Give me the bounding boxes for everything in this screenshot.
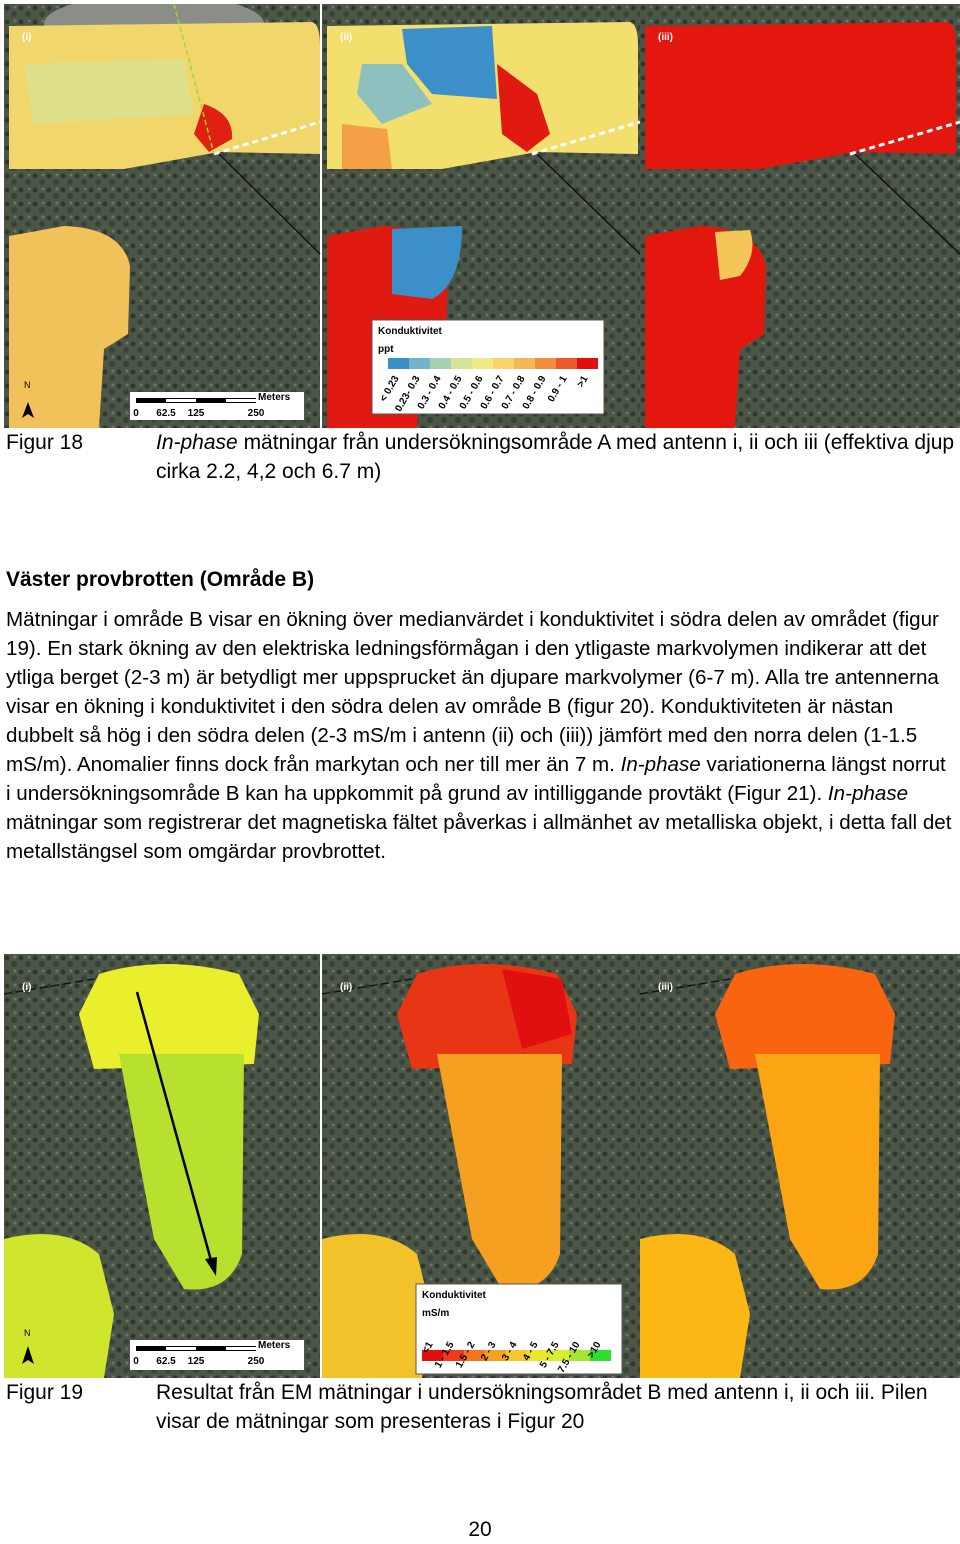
boundary <box>639 978 731 995</box>
legend-swatch <box>493 358 514 369</box>
north-label: N <box>24 380 31 390</box>
scale-label: 62.5 <box>156 1356 176 1367</box>
paragraph: Mätningar i område B visar en ökning öve… <box>6 605 956 866</box>
zone <box>715 230 753 280</box>
line <box>173 4 215 155</box>
scale-box <box>130 1340 304 1370</box>
legend-swatch <box>535 358 556 369</box>
italic-term: In-phase <box>827 782 909 805</box>
panel <box>640 4 960 428</box>
zone <box>402 26 497 99</box>
scale-bar <box>166 1347 196 1350</box>
panel <box>4 954 320 1378</box>
legend-swatch <box>430 358 451 369</box>
scale-label: 0 <box>133 1356 139 1367</box>
legend-swatch <box>464 1350 485 1361</box>
panel-label: (i) <box>22 32 31 43</box>
caption-number: Figur 19 <box>6 1381 84 1404</box>
text: Mätningar i område B visar en ökning öve… <box>6 608 939 776</box>
legend-unit: mS/m <box>422 1308 449 1319</box>
legend-swatch <box>472 358 493 369</box>
profile-arrow <box>135 991 214 1265</box>
legend-swatch <box>422 1350 443 1361</box>
scale-unit: Meters <box>258 1340 291 1351</box>
scale-bar <box>166 399 196 402</box>
scale-bar <box>226 399 256 402</box>
legend-swatch <box>556 358 577 369</box>
legend-label: <1 <box>420 1340 435 1356</box>
survey-area <box>645 22 956 169</box>
survey-area <box>4 1234 114 1378</box>
scale-label: 0 <box>133 408 139 419</box>
road <box>213 120 321 156</box>
north-arrow <box>22 1346 34 1364</box>
zone <box>357 64 432 124</box>
section-heading: Väster provbrotten (Område B) <box>6 568 315 591</box>
scale-box <box>130 392 304 420</box>
north-arrow <box>22 402 34 418</box>
panel-label: (i) <box>22 982 31 993</box>
boundary <box>4 978 95 995</box>
legend-title: Konduktivitet <box>378 326 443 337</box>
legend-swatch <box>569 1350 590 1361</box>
legend-swatch <box>443 1350 464 1361</box>
italic-term: In-phase <box>620 753 701 776</box>
caption-text: Resultat från EM mätningar i undersöknin… <box>156 1381 928 1433</box>
legend-swatch <box>485 1350 506 1361</box>
legend-swatch <box>577 358 598 369</box>
legend-swatch <box>388 358 409 369</box>
road <box>849 120 960 156</box>
legend-swatch <box>527 1350 548 1361</box>
boundary <box>218 153 321 255</box>
text: variationerna längst norrut i undersökni… <box>6 753 946 805</box>
road <box>531 120 641 156</box>
boundary <box>536 153 641 255</box>
panel-label: (iii) <box>658 32 673 43</box>
scale-label: 62.5 <box>156 408 176 419</box>
panel <box>321 954 640 1378</box>
scale-label: 250 <box>248 1356 265 1367</box>
text: mätningar från undersökningsområde A med… <box>156 431 955 483</box>
scale-label: 250 <box>248 408 265 419</box>
legend-unit: ppt <box>378 344 394 355</box>
legend-swatch <box>514 358 535 369</box>
zone <box>502 969 572 1049</box>
legend-swatch <box>590 1350 611 1361</box>
legend-swatch <box>548 1350 569 1361</box>
zone <box>497 64 550 152</box>
zone <box>342 124 392 169</box>
panel-label: (ii) <box>340 32 352 43</box>
legend-label: >1 <box>575 374 590 390</box>
legend-swatch <box>506 1350 527 1361</box>
panel-label: (iii) <box>658 982 673 993</box>
scale-label: 125 <box>188 408 205 419</box>
zone <box>24 59 194 124</box>
scale-unit: Meters <box>258 392 291 403</box>
zone <box>392 226 462 299</box>
caption-number: Figur 18 <box>6 431 84 454</box>
panel <box>322 4 641 428</box>
boundary <box>321 978 413 995</box>
scale-label: 125 <box>188 1356 205 1367</box>
page-number: 20 <box>468 1518 492 1541</box>
legend-title: Konduktivitet <box>422 1290 487 1301</box>
panel <box>639 954 960 1378</box>
north-label: N <box>24 1328 31 1338</box>
arrow-head <box>205 1257 217 1276</box>
survey-area <box>715 964 895 1069</box>
survey-area <box>79 964 259 1069</box>
legend-swatch <box>451 358 472 369</box>
text: mätningar som registrerar det magnetiska… <box>6 811 952 863</box>
italic-term: In-phase <box>156 431 238 454</box>
legend-swatch <box>409 358 430 369</box>
scale-bar <box>226 1347 256 1350</box>
boundary <box>854 153 960 255</box>
caption-text: In-phase mätningar från undersökningsomr… <box>156 428 956 486</box>
panel-label: (ii) <box>340 982 352 993</box>
panel <box>4 4 321 428</box>
survey-area <box>640 1234 750 1378</box>
